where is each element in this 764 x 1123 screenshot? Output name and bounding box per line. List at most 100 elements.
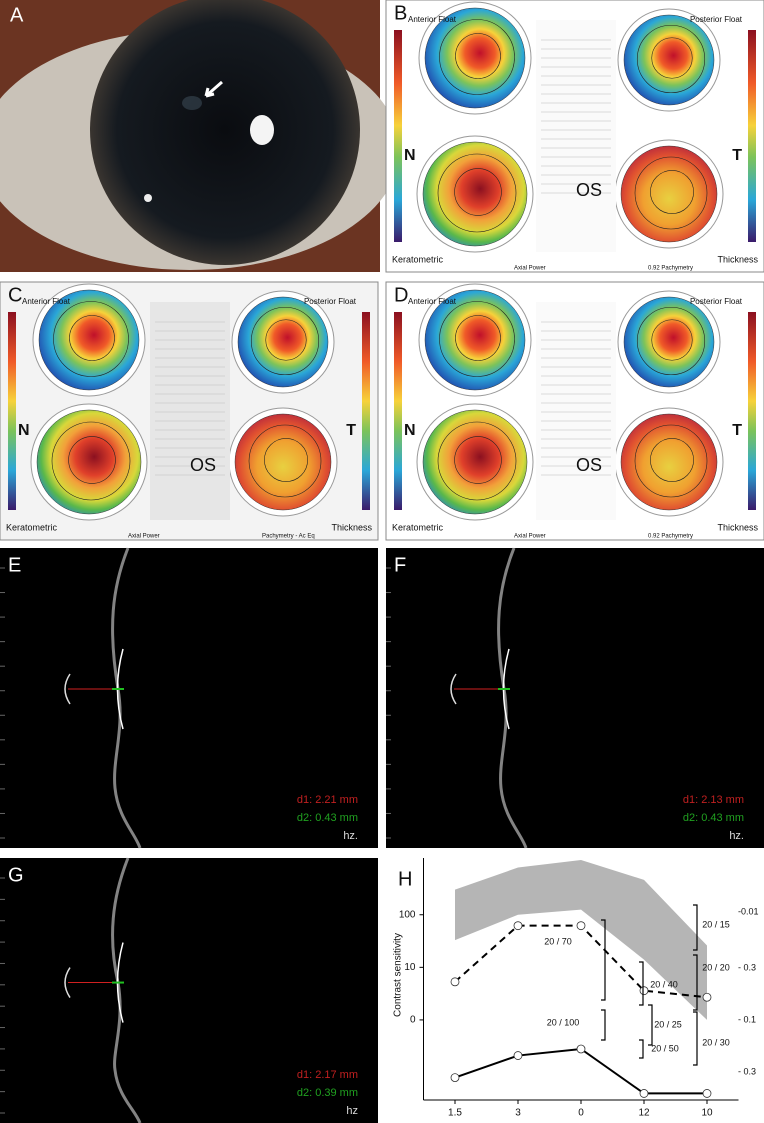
map-text: B <box>394 2 407 24</box>
iris <box>90 0 360 265</box>
map-text: Posterior Float <box>690 15 743 24</box>
map-text: Thickness <box>717 522 758 532</box>
scan-text: d2: 0.43 mm <box>683 812 744 824</box>
scan-bg <box>0 548 378 848</box>
right-label: - 0.3 <box>738 962 756 972</box>
bracket <box>639 1039 644 1059</box>
map-disc <box>422 409 528 515</box>
series-point <box>513 921 523 931</box>
scan-text: d2: 0.39 mm <box>297 1087 358 1099</box>
map-contour <box>68 436 116 484</box>
annotation: 20 / 70 <box>544 936 572 946</box>
map-contour <box>455 315 501 361</box>
map-contour <box>651 37 693 79</box>
scan-panel: d1: 2.17 mm d2: 0.39 mm hz G <box>0 857 378 1123</box>
map-disc <box>234 413 332 511</box>
map-contour <box>250 306 320 376</box>
bracket <box>693 904 698 951</box>
right-label: -0.01 <box>738 906 759 916</box>
right-label: - 0.1 <box>738 1014 756 1024</box>
map-panel: C Anterior Float Posterior Float N T OS Kerato… <box>0 281 379 541</box>
scan-text: hz. <box>343 830 358 842</box>
map-text: Anterior Float <box>408 297 457 306</box>
x-tick-label: 1.5 <box>448 1108 462 1119</box>
bracket <box>693 1011 698 1066</box>
map-text: Keratometric <box>6 522 58 532</box>
series-point <box>639 1089 649 1098</box>
scan-echo <box>64 967 71 998</box>
bracket <box>601 919 606 1001</box>
map-text: OS <box>190 455 216 475</box>
map-contour <box>51 421 131 501</box>
map-text: C <box>8 284 22 306</box>
map-text: OS <box>576 455 602 475</box>
map-text: Anterior Float <box>408 15 457 24</box>
info-column <box>536 302 616 520</box>
series-line <box>454 1047 707 1095</box>
annotation: 20 / 40 <box>650 979 678 989</box>
map-text: Axial Power <box>514 266 546 272</box>
map-contour <box>636 306 706 376</box>
y-tick-label: 10 <box>404 962 416 973</box>
scan-text: hz <box>346 1105 358 1117</box>
annotation: 20 / 100 <box>547 1017 580 1027</box>
map-contour <box>265 319 307 361</box>
y-tick-label: 0 <box>410 1015 416 1026</box>
x-tick-label: 0 <box>578 1108 584 1119</box>
map-contour <box>636 24 706 94</box>
right-label: - 0.3 <box>738 1066 756 1076</box>
color-bar <box>394 30 402 242</box>
map-text: 0.92 Pachymetry <box>648 534 693 540</box>
scan-text: d1: 2.21 mm <box>297 794 358 806</box>
color-bar <box>8 312 16 510</box>
map-contour <box>634 424 708 498</box>
color-bar <box>362 312 370 510</box>
map-text: D <box>394 284 408 306</box>
map-text: N <box>404 147 416 164</box>
scan-text: d1: 2.13 mm <box>683 794 744 806</box>
scan-bg <box>386 548 764 848</box>
color-bar <box>394 312 402 510</box>
map-text: OS <box>576 180 602 200</box>
annotation: 20 / 50 <box>651 1043 679 1053</box>
map-text: Pachymetry - Ac Eq <box>262 534 315 540</box>
scan-echo <box>450 673 457 705</box>
map-text: Anterior Float <box>22 297 71 306</box>
reflection <box>250 115 274 145</box>
map-panel: B Anterior Float Posterior Float N T OS Kerato… <box>385 0 764 273</box>
lesion <box>182 96 202 110</box>
panel-label: E <box>8 554 21 576</box>
scan-echo <box>64 673 71 705</box>
photo-panel: A <box>0 0 400 272</box>
map-contour <box>651 319 693 361</box>
series-point <box>450 1073 460 1083</box>
map-contour <box>454 168 502 216</box>
panel-label: F <box>394 554 406 576</box>
map-text: N <box>18 422 30 439</box>
scan-echo <box>111 547 142 849</box>
bracket <box>693 954 698 1011</box>
color-bar <box>748 312 756 510</box>
normal-band <box>455 859 707 1020</box>
map-text: Thickness <box>331 522 372 532</box>
map-contour <box>454 436 502 484</box>
map-text: T <box>346 422 356 439</box>
scan-panel: d1: 2.21 mm d2: 0.43 mm hz. E <box>0 547 378 849</box>
y-tick-label: 100 <box>399 909 416 920</box>
map-contour <box>439 301 515 377</box>
map-text: Keratometric <box>392 522 444 532</box>
series-point <box>639 986 649 996</box>
map-text: 0.92 Pachymetry <box>648 266 693 272</box>
map-text: Axial Power <box>514 534 546 540</box>
scan-panel: d1: 2.13 mm d2: 0.43 mm hz. F <box>386 547 764 849</box>
map-contour <box>455 33 501 79</box>
map-text: Keratometric <box>392 254 444 264</box>
map-contour <box>248 424 322 498</box>
y-axis-title: Contrast sensitivity <box>393 933 404 1017</box>
arrow <box>204 80 223 98</box>
info-column <box>536 20 616 252</box>
color-bar <box>748 30 756 242</box>
map-text: Posterior Float <box>690 297 743 306</box>
